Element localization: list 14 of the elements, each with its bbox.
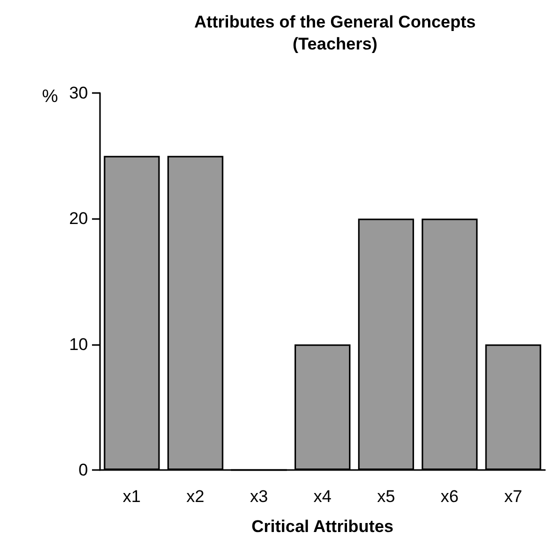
- x-tick-label: x5: [377, 487, 396, 506]
- x-axis-title: Critical Attributes: [251, 517, 394, 536]
- x-tick-label: x4: [314, 487, 332, 506]
- y-tick-label: 10: [69, 334, 88, 354]
- x-tick-label: x6: [440, 487, 459, 506]
- x-tick-label: x2: [186, 487, 204, 506]
- y-tick-label: 30: [69, 84, 88, 102]
- x-tick-label: x3: [250, 487, 268, 506]
- x-tick-label: x1: [122, 487, 141, 506]
- y-tick-label: 20: [69, 209, 88, 228]
- y-axis-title: %: [42, 86, 58, 106]
- y-tick-label: 0: [78, 460, 88, 480]
- chart-title: Attributes of the General Concepts (Teachers): [194, 12, 476, 54]
- x-tick-label: x7: [504, 487, 522, 506]
